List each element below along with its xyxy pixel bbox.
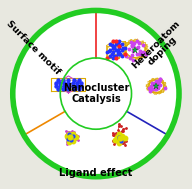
- Text: Nanocluster
Catalysis: Nanocluster Catalysis: [63, 83, 129, 104]
- Text: Surface motif: Surface motif: [4, 19, 62, 77]
- Text: Ligand effect: Ligand effect: [59, 168, 133, 178]
- Circle shape: [13, 10, 179, 177]
- Text: Heteroatom
doping: Heteroatom doping: [130, 19, 188, 77]
